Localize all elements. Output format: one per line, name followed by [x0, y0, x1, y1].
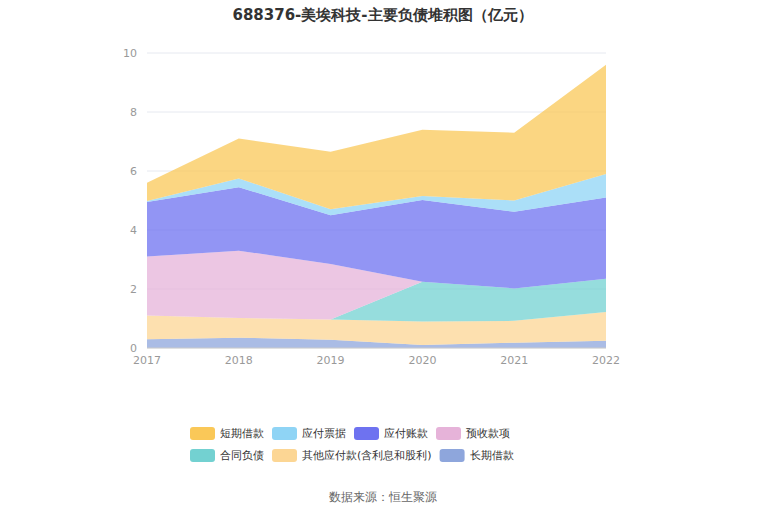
grid-line [147, 112, 606, 113]
y-tick-label: 4 [130, 224, 137, 237]
x-axis [147, 348, 606, 349]
legend-label: 应付票据 [302, 427, 346, 440]
x-tick-label: 2022 [592, 354, 620, 367]
legend-label: 其他应付款(含利息和股利) [302, 449, 432, 462]
legend-item[interactable]: 应付票据 [272, 427, 346, 440]
source-note: 数据来源：恒生聚源 [329, 490, 437, 504]
title: 688376-美埃科技-主要负债堆积图（亿元） [232, 6, 532, 24]
x-tick-label: 2021 [500, 354, 528, 367]
legend-label: 应付账款 [384, 427, 428, 440]
chart: 688376-美埃科技-主要负债堆积图（亿元）02468102017201820… [0, 0, 765, 517]
x-tick-label: 2019 [317, 354, 345, 367]
area [147, 65, 606, 210]
legend-item[interactable]: 长期借款 [440, 449, 514, 462]
legend-item[interactable]: 预收款项 [436, 427, 510, 440]
legend-label: 合同负债 [220, 449, 264, 462]
x-tick-label: 2017 [133, 354, 161, 367]
legend-label: 预收款项 [466, 427, 510, 440]
legend-swatch [190, 449, 215, 462]
legend-item[interactable]: 短期借款 [190, 427, 264, 440]
legend-swatch [190, 427, 215, 440]
areas [147, 65, 606, 348]
legend-swatch [436, 427, 461, 440]
y-tick-label: 8 [130, 106, 137, 119]
legend-item[interactable]: 合同负债 [190, 449, 264, 462]
grid-line [147, 348, 606, 349]
y-tick-label: 6 [130, 165, 137, 178]
legend-label: 短期借款 [220, 427, 264, 440]
legend-item[interactable]: 其他应付款(含利息和股利) [272, 449, 432, 462]
y-tick-label: 2 [130, 283, 137, 296]
legend-swatch [440, 449, 465, 462]
legend-swatch [354, 427, 379, 440]
grid-line [147, 53, 606, 54]
legend-item[interactable]: 应付账款 [354, 427, 428, 440]
x-tick-label: 2018 [225, 354, 253, 367]
legend-swatch [272, 427, 297, 440]
legend-label: 长期借款 [470, 449, 514, 462]
y-tick-label: 10 [123, 47, 137, 60]
x-tick-label: 2020 [408, 354, 436, 367]
legend-swatch [272, 449, 297, 462]
